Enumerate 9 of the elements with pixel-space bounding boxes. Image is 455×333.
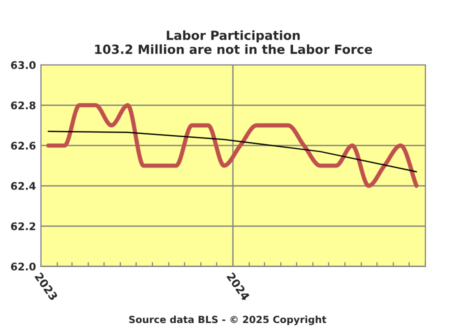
y-tick-label: 62.2 [11,222,36,230]
y-tick-label: 62.6 [11,142,36,150]
y-tick-label: 63.0 [11,61,36,70]
chart-title: Labor Participation 103.2 Million are not in the Labor Force [95,30,372,54]
y-tick-label: 62.0 [11,262,36,271]
source-note: Source data BLS - © 2025 Copyright [129,316,326,326]
y-tick-label: 62.8 [11,101,36,110]
line-series [48,130,418,172]
y-tick-label: 62.4 [11,182,36,190]
